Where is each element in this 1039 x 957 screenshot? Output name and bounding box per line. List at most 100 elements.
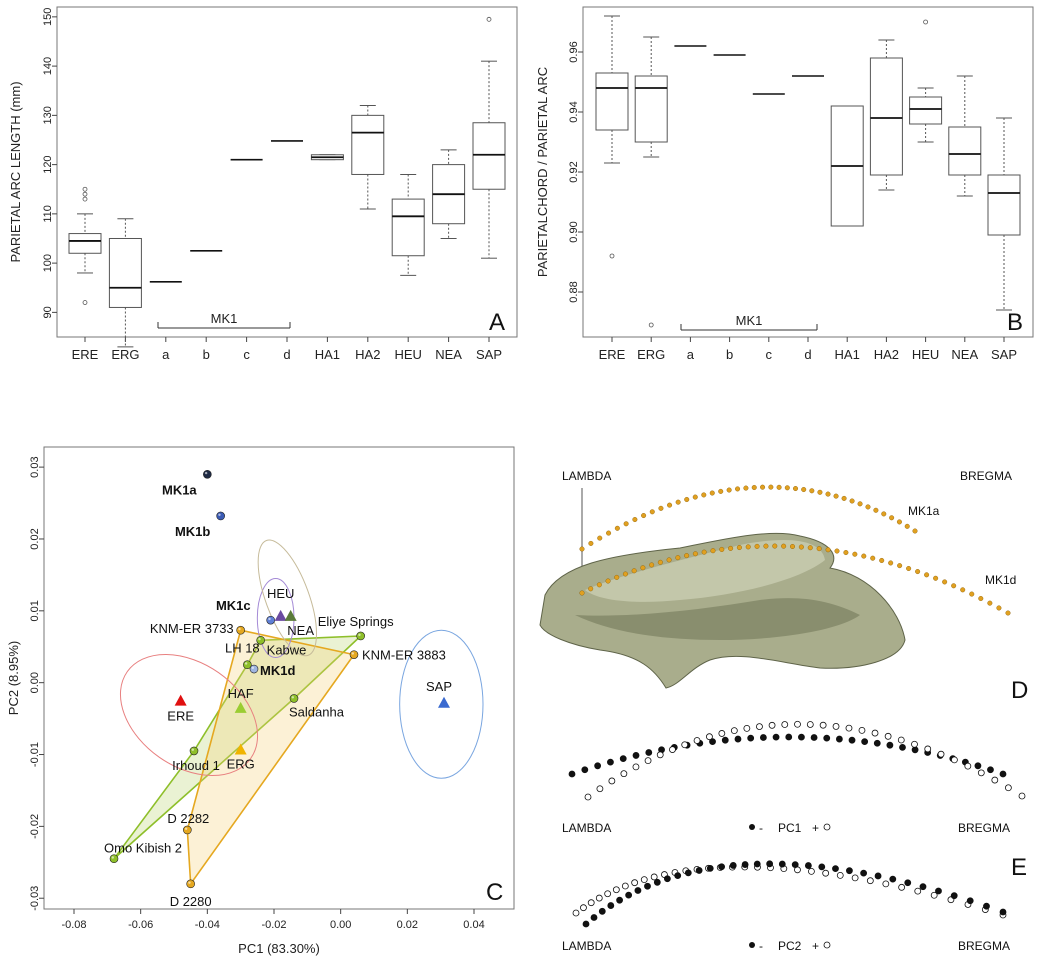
panel-a-ytick-label: 130 [42, 106, 54, 124]
mean-triangle-haf [234, 701, 247, 713]
panel-a-ytick-label: 100 [42, 254, 54, 272]
panel-a-xtick-label-sap: SAP [476, 347, 502, 362]
mk1a-curve-dot [841, 495, 847, 501]
panel-c-ytick-label: -0.02 [29, 814, 41, 839]
pc1-minus-dot [835, 735, 843, 743]
pc1-minus-dot [607, 758, 614, 766]
panel-a-box-nea [432, 149, 466, 239]
mk1d-curve-dot [736, 545, 742, 551]
panel-a-xtick-label-c: c [243, 347, 250, 362]
pc1-plus-dot [681, 741, 689, 749]
mk1d-curve-dot [915, 569, 921, 575]
pc1-minus-dot [645, 749, 653, 756]
pc2-minus-dot [634, 887, 642, 894]
pc2-plus-sign: + [812, 939, 819, 953]
panel-c-xtick-label: 0.00 [330, 919, 351, 931]
mk1a-curve-dot [718, 488, 724, 494]
panel-a-box-erg [108, 218, 142, 348]
panel-c-ytick-label: 0.03 [29, 456, 41, 477]
panel-b-xtick-label-heu: HEU [912, 347, 939, 362]
pc2-minus-dot [625, 891, 633, 899]
mk1d-curve-dot [781, 543, 787, 549]
mk1d-curve-dot [728, 545, 734, 551]
pc2-minus-dot [791, 861, 799, 869]
pc2-minus-dot [966, 897, 974, 905]
panel-d-bregma-label: BREGMA [960, 469, 1012, 483]
mk1a-curve-dot [865, 504, 871, 510]
pc2-minus-dot [874, 872, 882, 880]
point-highlight-saldanha [291, 696, 294, 699]
panel-b-xtick-label-ha2: HA2 [874, 347, 899, 362]
point-highlight-eliye-springs [358, 633, 361, 636]
panel-b-iqr-box [948, 126, 982, 176]
panel-b-xtick-label-ere: ERE [599, 347, 626, 362]
pc1-plus-dot [897, 736, 905, 744]
mk1d-curve-dot [897, 563, 903, 569]
panel-c-points: MK1a MK1b MK1c MK1d KNM-ER 3733 Kabwe LH 18 Eli… [104, 470, 446, 909]
mk1a-curve-dot [623, 521, 629, 527]
mk1d-curve-dot [978, 596, 984, 602]
panel-b-box-ha1 [830, 105, 864, 227]
point-highlight-d-2280 [188, 881, 191, 884]
mk1a-curve-dot [588, 540, 594, 546]
pc1-left-landmark: LAMBDA [562, 821, 611, 835]
point-label-eliye-springs: Eliye Springs [318, 614, 394, 629]
ellipse-sap [399, 629, 484, 779]
mk1a-curve-dot [849, 498, 855, 504]
pc1-plus-dot [951, 756, 958, 764]
mk1a-curve-dot [793, 486, 799, 492]
pc1-minus-dot [581, 766, 589, 774]
panel-d-lambda-label: LAMBDA [562, 469, 611, 483]
mk1a-curve-dot [751, 485, 757, 491]
pc1-plus-dot [819, 721, 827, 729]
panel-c-ticks: -0.08 -0.06 -0.04 -0.02 0.00 0.02 0.04 -0.03 -0.… [29, 456, 485, 931]
pc1-minus-dot [873, 739, 881, 747]
mk1a-curve-dot [692, 494, 698, 500]
point-label-mk1b: MK1b [175, 524, 210, 539]
pc1-plus-dot [832, 723, 840, 730]
pc2-plus-dot [898, 883, 906, 891]
pc1-plus-dot [584, 793, 592, 801]
panel-a-ylabel: PARIETAL ARC LENGTH (mm) [8, 81, 23, 262]
pc1-minus-dot [999, 770, 1007, 778]
pc1-plus-dot [977, 769, 985, 777]
pc2-minus-dot [818, 863, 826, 871]
mk1a-curve-dot [606, 530, 612, 536]
parietal-bone-highlight [585, 540, 825, 602]
pc2-minus-dot [674, 872, 682, 880]
mk1d-curve-dot [942, 579, 948, 585]
panel-b-iqr-box [987, 174, 1021, 236]
mk1d-curve-dot [763, 543, 769, 549]
pc2-minus-dot [598, 907, 606, 915]
pc2-minus-dot [766, 860, 774, 868]
pc2-plus-dot [595, 894, 603, 902]
mk1a-curve-dot [809, 488, 815, 494]
mk1a-curve-dot [667, 502, 673, 508]
mk1a-curve-dot [776, 484, 782, 490]
pc1-plus-dot [693, 737, 701, 744]
mk1d-curve-dot [987, 600, 993, 606]
mk1d-curve-dot [996, 605, 1002, 611]
panel-b-outlier [648, 322, 654, 328]
pc2-minus-dot [983, 902, 990, 910]
panel-a-ytick-label: 140 [42, 57, 54, 75]
panel-b-ytick-label: 0.88 [568, 281, 580, 302]
panel-b-box-ere [595, 15, 629, 259]
mk1d-curve-dot [605, 578, 611, 584]
panel-c-ytick-label: 0.00 [29, 672, 41, 693]
point-highlight-knm-er-3883 [351, 652, 354, 655]
mk1a-curve-dot [675, 499, 681, 505]
pc1-plus-dot [781, 721, 789, 728]
panel-a-boxes [68, 16, 506, 348]
pc2-minus-dot [718, 863, 726, 871]
pc2-plus-dot [914, 887, 922, 895]
panel-d-letter: D [1011, 677, 1028, 704]
pc2-left-landmark: LAMBDA [562, 939, 611, 953]
panel-b-iqr-box [909, 96, 943, 125]
panel-a-iqr-box [351, 114, 385, 175]
pc2-minus-dot [663, 875, 671, 883]
panel-e-pc-shapes: LAMBDA BREGMA - PC1 + E LAMBDA BREGMA - … [562, 720, 1027, 953]
pc1-plus-sign: + [812, 821, 819, 835]
mk1d-curve-dot [579, 590, 585, 596]
